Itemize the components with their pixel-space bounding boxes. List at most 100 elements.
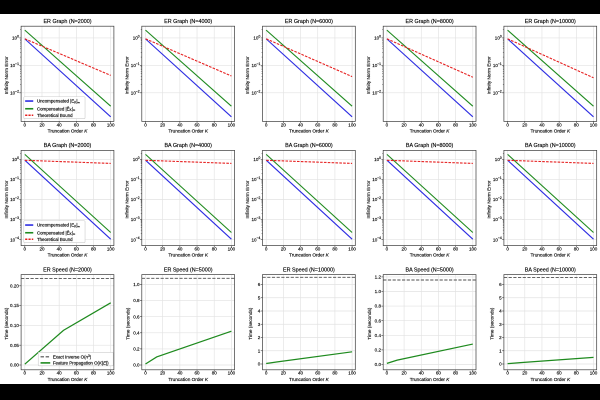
svg-text:60: 60 xyxy=(557,122,563,127)
svg-text:60: 60 xyxy=(195,247,201,252)
svg-text:20: 20 xyxy=(160,122,166,127)
svg-text:5: 5 xyxy=(499,295,502,300)
svg-text:20: 20 xyxy=(39,371,45,376)
svg-text:0.10: 0.10 xyxy=(10,323,19,328)
svg-text:40: 40 xyxy=(177,247,183,252)
svg-text:40: 40 xyxy=(298,122,304,127)
svg-text:100: 100 xyxy=(590,122,598,127)
svg-text:1.2: 1.2 xyxy=(375,275,382,280)
svg-text:20: 20 xyxy=(281,247,287,252)
svg-text:3: 3 xyxy=(258,322,261,327)
svg-text:40: 40 xyxy=(539,247,545,252)
svg-text:BA Speed (N=10000): BA Speed (N=10000) xyxy=(525,267,576,273)
svg-text:0: 0 xyxy=(24,247,27,252)
svg-text:80: 80 xyxy=(332,371,338,376)
svg-text:Truncation Order K: Truncation Order K xyxy=(289,253,330,258)
svg-text:0: 0 xyxy=(24,371,27,376)
svg-text:40: 40 xyxy=(539,122,545,127)
svg-text:6: 6 xyxy=(499,282,502,287)
svg-text:0: 0 xyxy=(144,247,147,252)
svg-text:100: 100 xyxy=(374,156,381,162)
svg-text:40: 40 xyxy=(419,371,425,376)
svg-text:10−1: 10−1 xyxy=(131,176,140,182)
svg-text:Truncation Order K: Truncation Order K xyxy=(168,253,209,258)
svg-text:Time (seconds): Time (seconds) xyxy=(4,307,9,340)
svg-text:Truncation Order K: Truncation Order K xyxy=(410,128,451,133)
svg-text:20: 20 xyxy=(281,122,287,127)
svg-text:80: 80 xyxy=(212,122,218,127)
svg-text:20: 20 xyxy=(39,122,45,127)
svg-text:60: 60 xyxy=(557,247,563,252)
svg-text:10−3: 10−3 xyxy=(372,216,381,222)
svg-text:10−4: 10−4 xyxy=(131,236,140,242)
svg-text:0.8: 0.8 xyxy=(375,304,382,309)
svg-text:10−3: 10−3 xyxy=(252,216,261,222)
svg-text:Truncation Order K: Truncation Order K xyxy=(48,377,89,382)
svg-text:100: 100 xyxy=(374,34,381,40)
svg-text:60: 60 xyxy=(195,371,201,376)
svg-text:Truncation Order K: Truncation Order K xyxy=(168,377,209,382)
svg-text:60: 60 xyxy=(315,247,321,252)
svg-text:0: 0 xyxy=(265,122,268,127)
svg-text:100: 100 xyxy=(495,156,502,162)
svg-text:6: 6 xyxy=(258,282,261,287)
svg-text:10−2: 10−2 xyxy=(10,196,19,202)
svg-text:0.8: 0.8 xyxy=(133,298,140,303)
svg-text:60: 60 xyxy=(436,122,442,127)
svg-text:40: 40 xyxy=(57,122,63,127)
svg-text:100: 100 xyxy=(590,247,598,252)
svg-text:60: 60 xyxy=(557,371,563,376)
svg-text:10−2: 10−2 xyxy=(372,89,381,95)
svg-text:Infinity Norm Error: Infinity Norm Error xyxy=(366,180,371,218)
svg-text:0: 0 xyxy=(258,362,261,367)
svg-text:100: 100 xyxy=(12,156,19,162)
svg-text:10−3: 10−3 xyxy=(131,216,140,222)
svg-text:10−3: 10−3 xyxy=(493,216,502,222)
svg-text:Infinity Norm Error: Infinity Norm Error xyxy=(487,56,492,94)
svg-text:60: 60 xyxy=(74,122,80,127)
svg-text:100: 100 xyxy=(228,122,236,127)
svg-text:Truncation Order K: Truncation Order K xyxy=(289,377,330,382)
svg-text:0: 0 xyxy=(386,247,389,252)
svg-text:60: 60 xyxy=(436,371,442,376)
svg-text:10−1: 10−1 xyxy=(131,62,140,68)
svg-text:Infinity Norm Error: Infinity Norm Error xyxy=(4,56,9,94)
svg-text:100: 100 xyxy=(133,34,140,40)
svg-text:BA Graph (N=2000): BA Graph (N=2000) xyxy=(44,143,92,149)
svg-text:10−1: 10−1 xyxy=(493,62,502,68)
svg-text:1: 1 xyxy=(258,348,261,353)
svg-text:Truncation Order K: Truncation Order K xyxy=(530,377,571,382)
svg-text:40: 40 xyxy=(419,247,425,252)
svg-text:0.2: 0.2 xyxy=(133,347,140,352)
svg-text:80: 80 xyxy=(453,122,459,127)
svg-text:0.05: 0.05 xyxy=(10,343,19,348)
svg-text:80: 80 xyxy=(91,247,97,252)
svg-text:Truncation Order K: Truncation Order K xyxy=(530,128,571,133)
svg-text:100: 100 xyxy=(495,34,502,40)
svg-text:20: 20 xyxy=(522,122,528,127)
svg-text:0: 0 xyxy=(386,122,389,127)
svg-text:0: 0 xyxy=(144,371,147,376)
svg-text:0.6: 0.6 xyxy=(133,314,140,319)
svg-text:10−1: 10−1 xyxy=(252,62,261,68)
svg-text:Truncation Order K: Truncation Order K xyxy=(410,253,451,258)
svg-text:60: 60 xyxy=(74,371,80,376)
svg-text:10−2: 10−2 xyxy=(493,196,502,202)
svg-text:0: 0 xyxy=(265,247,268,252)
svg-text:Theoretical Bound: Theoretical Bound xyxy=(37,113,73,118)
svg-text:100: 100 xyxy=(348,371,356,376)
svg-text:Truncation Order K: Truncation Order K xyxy=(289,128,330,133)
svg-text:0: 0 xyxy=(265,371,268,376)
svg-text:40: 40 xyxy=(298,247,304,252)
svg-text:10−1: 10−1 xyxy=(10,62,19,68)
svg-text:0: 0 xyxy=(144,122,147,127)
svg-text:ER Graph (N=8000): ER Graph (N=8000) xyxy=(406,19,454,25)
svg-text:10−1: 10−1 xyxy=(372,62,381,68)
svg-text:Time (seconds): Time (seconds) xyxy=(489,307,494,340)
svg-text:3: 3 xyxy=(499,322,502,327)
svg-text:Uncompensated |EK|∞: Uncompensated |EK|∞ xyxy=(37,99,81,105)
svg-text:Time (seconds): Time (seconds) xyxy=(248,307,253,340)
svg-text:ER Speed (N=10000): ER Speed (N=10000) xyxy=(283,267,335,273)
svg-text:10−2: 10−2 xyxy=(131,196,140,202)
svg-text:0.0: 0.0 xyxy=(133,363,140,368)
